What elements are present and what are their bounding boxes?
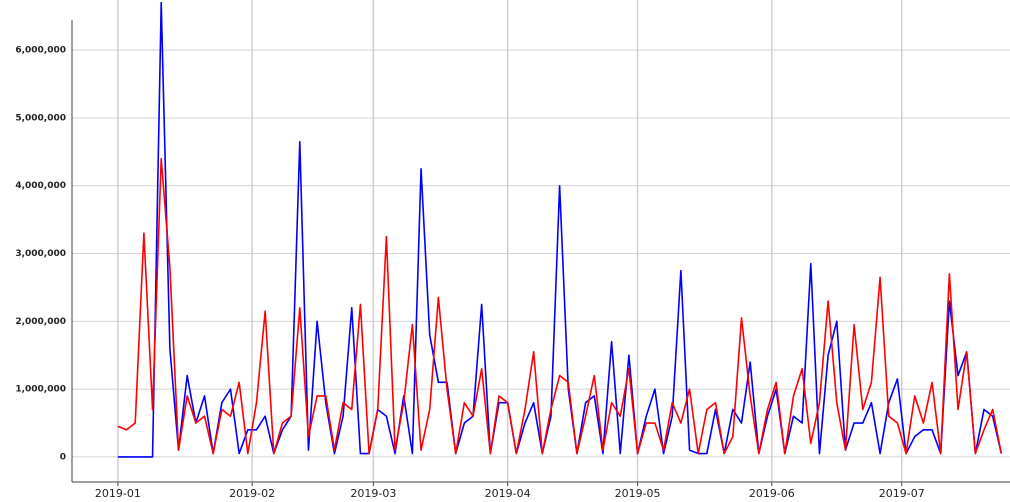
y-tick-label: 0	[60, 452, 66, 462]
y-tick-label: 3,000,000	[15, 249, 66, 259]
y-tick-label: 2,000,000	[15, 317, 66, 327]
y-tick-label: 5,000,000	[15, 113, 66, 123]
x-tick-label: 2019-02	[229, 487, 275, 500]
y-tick-label: 6,000,000	[15, 46, 66, 56]
x-tick-label: 2019-06	[749, 487, 795, 500]
x-tick-label: 2019-04	[485, 487, 531, 500]
x-tick-label: 2019-05	[615, 487, 661, 500]
y-tick-label: 4,000,000	[15, 181, 66, 191]
x-tick-label: 2019-07	[879, 487, 925, 500]
series-line	[117, 1, 1003, 458]
series-line	[117, 157, 1003, 455]
x-tick-label: 2019-01	[95, 487, 141, 500]
y-tick-label: 1,000,000	[15, 385, 66, 395]
x-tick-label: 2019-03	[350, 487, 396, 500]
